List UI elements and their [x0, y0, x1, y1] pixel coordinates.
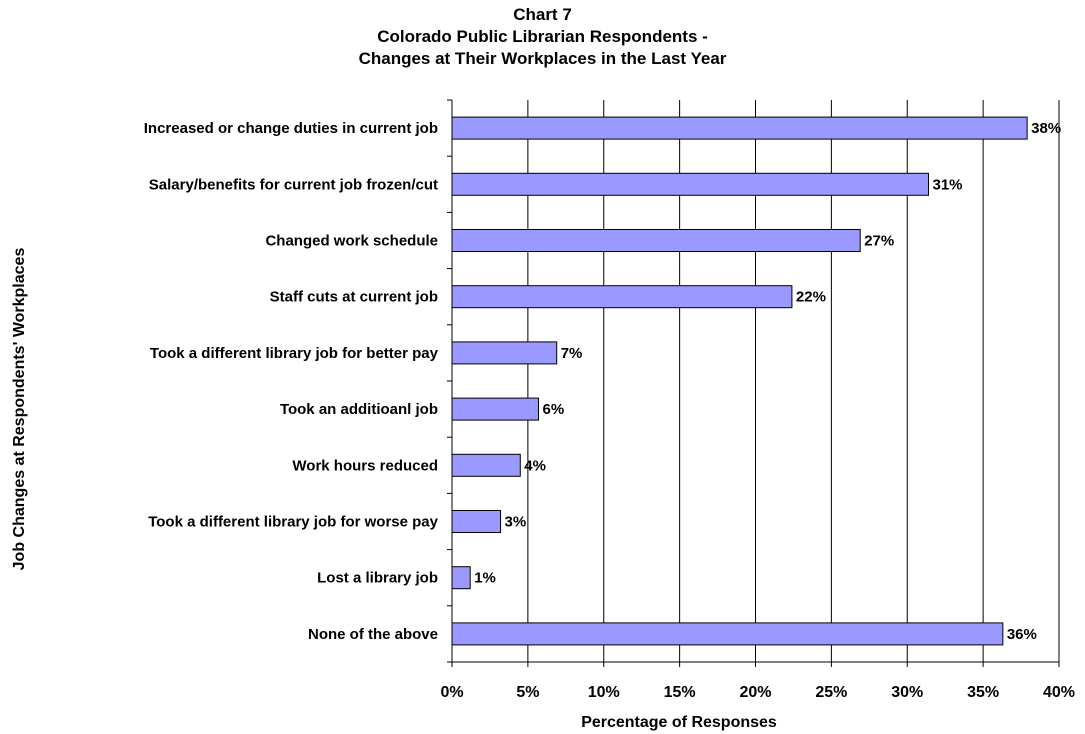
x-tick-label: 5% — [516, 684, 539, 701]
chart-title-line-3: Changes at Their Workplaces in the Last … — [358, 49, 727, 68]
data-label: 38% — [1031, 120, 1061, 137]
data-label: 3% — [505, 514, 527, 531]
bar — [451, 566, 471, 590]
category-label: Increased or change duties in current jo… — [144, 120, 438, 137]
x-tick-label: 15% — [664, 684, 696, 701]
x-tick-label: 40% — [1043, 684, 1075, 701]
bar — [451, 172, 929, 196]
bar — [451, 341, 558, 365]
bar — [451, 229, 861, 252]
axes — [447, 99, 1060, 667]
data-label: 1% — [474, 570, 496, 587]
category-label: Lost a library job — [317, 570, 438, 587]
data-label: 4% — [524, 457, 546, 474]
x-axis-title: Percentage of Responses — [581, 714, 777, 731]
x-tick-label: 35% — [967, 684, 999, 701]
data-label: 7% — [561, 345, 583, 362]
x-tick-label: 0% — [440, 684, 463, 701]
data-label: 31% — [932, 176, 962, 193]
bar — [451, 453, 521, 477]
data-label: 36% — [1007, 626, 1037, 643]
category-label: Took a different library job for worse p… — [148, 514, 438, 531]
bars — [451, 116, 1028, 646]
labels: 0% 5% 10% 15% 20% 25% 30% 35% 40% Increased or ch… — [144, 120, 1075, 701]
bar — [451, 397, 539, 421]
x-tick-label: 10% — [588, 684, 620, 701]
category-label: None of the above — [308, 626, 438, 643]
category-label: Took an additioanl job — [280, 401, 438, 418]
bar — [451, 510, 502, 533]
chart-title-line-2: Colorado Public Librarian Respondents - — [377, 27, 708, 46]
data-label: 22% — [796, 289, 826, 306]
y-axis-title: Job Changes at Respondents' Workplaces — [11, 248, 28, 571]
x-tick-label: 20% — [739, 684, 771, 701]
category-label: Changed work schedule — [265, 233, 438, 250]
x-tick-label: 25% — [815, 684, 847, 701]
data-label: 27% — [864, 233, 894, 250]
bar — [451, 622, 1004, 646]
chart-title-line-1: Chart 7 — [513, 5, 572, 24]
x-tick-label: 30% — [891, 684, 923, 701]
category-label: Took a different library job for better … — [150, 345, 439, 362]
data-label: 6% — [542, 401, 564, 418]
category-label: Staff cuts at current job — [270, 289, 438, 306]
bar — [451, 116, 1028, 140]
category-label: Work hours reduced — [292, 457, 438, 474]
category-label: Salary/benefits for current job frozen/c… — [149, 176, 438, 193]
bar — [451, 285, 793, 309]
